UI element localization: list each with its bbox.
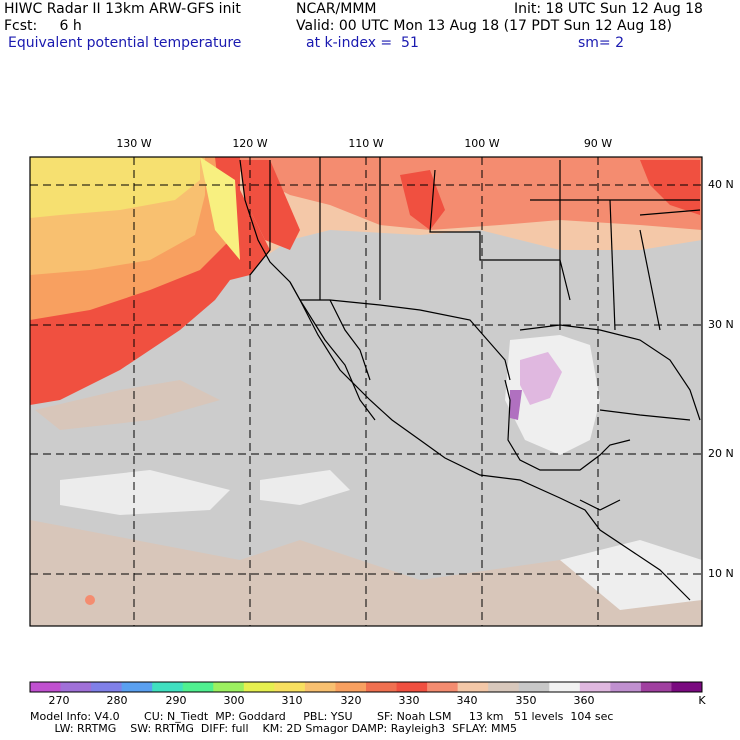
colorbar-swatch — [121, 682, 153, 692]
colorbar-swatch — [488, 682, 520, 692]
colorbar-tick-label: 280 — [106, 694, 128, 707]
colorbar-tick-label: 300 — [223, 694, 245, 707]
level-label: at k-index = 51 — [306, 35, 419, 51]
lat-label: 10 N — [708, 567, 734, 580]
colorbar-swatch — [457, 682, 489, 692]
colorbar-tick-label: 290 — [165, 694, 187, 707]
colorbar-swatch — [518, 682, 550, 692]
colorbar-swatch — [427, 682, 459, 692]
colorbar-swatch — [243, 682, 275, 692]
map-frame — [29, 156, 703, 627]
model-info-line2: LW: RRTMG SW: RRTMG DIFF: full KM: 2D Sm… — [30, 722, 517, 735]
colorbar-swatch — [671, 682, 703, 692]
colorbar-tick-label: 270 — [48, 694, 70, 707]
lon-label: 110 W — [348, 137, 384, 150]
colorbar-swatch — [640, 682, 672, 692]
coastlines-borders — [239, 157, 701, 601]
colorbar — [29, 681, 703, 693]
lat-label: 30 N — [708, 318, 734, 331]
colorbar-tick-label: 330 — [398, 694, 420, 707]
lon-label: 90 W — [583, 137, 613, 150]
header-line1-right: Init: 18 UTC Sun 12 Aug 18 — [514, 1, 703, 17]
header-line2-left: Fcst: 6 h — [4, 18, 82, 34]
colorbar-swatch — [182, 682, 214, 692]
header-line1-mid: NCAR/MMM — [296, 1, 377, 17]
lat-label: 20 N — [708, 447, 734, 460]
lon-label: 100 W — [464, 137, 500, 150]
colorbar-swatch — [274, 682, 306, 692]
colorbar-unit: K — [698, 694, 706, 707]
colorbar-frame — [29, 681, 703, 693]
smoothing-label: sm= 2 — [578, 35, 625, 51]
colorbar-swatch — [335, 682, 367, 692]
colorbar-tick-label: 360 — [573, 694, 595, 707]
lon-label: 120 W — [232, 137, 268, 150]
colorbar-swatch — [213, 682, 245, 692]
colorbar-swatch — [366, 682, 398, 692]
lon-label: 130 W — [116, 137, 152, 150]
model-info-line1: Model Info: V4.0 CU: N_Tiedt MP: Goddard… — [30, 710, 614, 723]
field-title: Equivalent potential temperature — [8, 35, 242, 51]
colorbar-swatch — [579, 682, 611, 692]
graticule — [30, 157, 702, 626]
header-line1-left: HIWC Radar II 13km ARW-GFS init — [4, 1, 241, 17]
colorbar-swatch — [549, 682, 581, 692]
colorbar-swatch — [60, 682, 92, 692]
colorbar-tick-label: 320 — [340, 694, 362, 707]
colorbar-swatch — [30, 682, 62, 692]
header-line2-right: Valid: 00 UTC Mon 13 Aug 18 (17 PDT Sun … — [296, 18, 673, 34]
colorbar-swatch — [396, 682, 428, 692]
colorbar-swatch — [610, 682, 642, 692]
colorbar-tick-label: 310 — [281, 694, 303, 707]
colorbar-tick-label: 340 — [456, 694, 478, 707]
colorbar-swatch — [91, 682, 123, 692]
lat-label: 40 N — [708, 178, 734, 191]
colorbar-tick-label: 350 — [515, 694, 537, 707]
colorbar-swatch — [304, 682, 336, 692]
colorbar-swatch — [152, 682, 184, 692]
